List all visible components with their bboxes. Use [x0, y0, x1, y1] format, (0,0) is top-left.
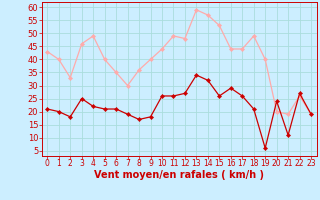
X-axis label: Vent moyen/en rafales ( km/h ): Vent moyen/en rafales ( km/h ): [94, 170, 264, 180]
